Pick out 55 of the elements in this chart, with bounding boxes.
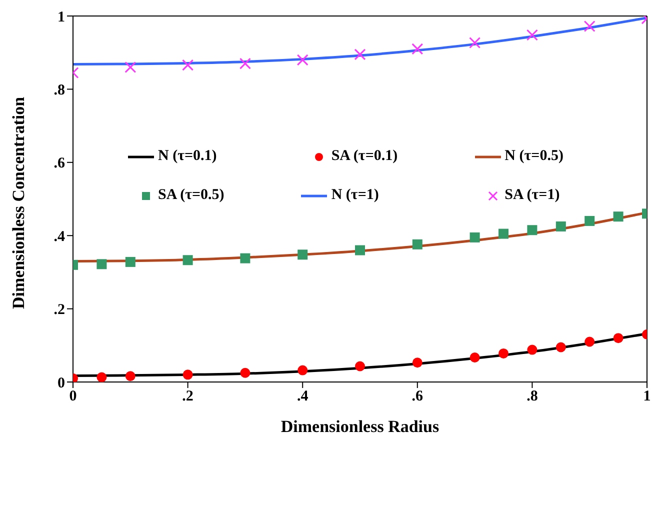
x-tick-label: .4 [296, 388, 309, 405]
point [240, 253, 250, 264]
y-tick-label: .6 [54, 156, 66, 172]
point [298, 250, 308, 260]
legend-label: N (τ=0.1) [158, 148, 217, 165]
point [412, 239, 422, 250]
x-tick-label: .6 [412, 388, 424, 405]
legend-label: N (τ=0.5) [504, 148, 564, 165]
point [125, 256, 136, 267]
point [239, 58, 251, 70]
point [412, 43, 424, 55]
y-tick-label: .8 [54, 82, 65, 99]
point [298, 365, 308, 376]
point [469, 36, 481, 48]
x-tick-label: .2 [182, 388, 194, 405]
point [526, 29, 538, 41]
point [527, 225, 538, 236]
y-tick-label: 0 [58, 375, 65, 392]
point [556, 342, 566, 352]
point [613, 212, 624, 222]
legend-label: N (τ=1) [331, 187, 379, 204]
point [96, 372, 107, 382]
point [470, 232, 480, 242]
x-tick-label: .8 [526, 388, 538, 405]
point [470, 352, 480, 362]
point [125, 371, 136, 382]
x-tick-label: 1 [643, 388, 651, 405]
point [96, 259, 107, 270]
point [527, 344, 538, 355]
point [182, 255, 193, 266]
y-axis-title: Dimensionless Concentration [9, 96, 28, 309]
y-tick-label: .4 [54, 228, 66, 245]
point [354, 48, 366, 60]
legend-label: SA (τ=0.5) [158, 187, 224, 204]
point [355, 361, 365, 372]
legend-label: SA (τ=1) [504, 187, 560, 204]
point [556, 221, 566, 232]
point [613, 333, 624, 344]
point [182, 370, 193, 380]
point [240, 368, 250, 378]
x-tick-label: 0 [69, 388, 77, 405]
point [412, 358, 422, 368]
point [584, 336, 595, 347]
point [584, 216, 595, 226]
point [584, 20, 596, 32]
y-tick-label: 1 [58, 9, 65, 26]
point [182, 59, 194, 71]
point [124, 61, 136, 73]
point [296, 54, 308, 66]
point [498, 348, 508, 358]
y-tick-label: .2 [54, 302, 65, 318]
legend-label: SA (τ=0.1) [331, 148, 398, 165]
point [355, 245, 365, 256]
point [498, 228, 508, 239]
x-axis-title: Dimensionless Radius [280, 417, 440, 436]
